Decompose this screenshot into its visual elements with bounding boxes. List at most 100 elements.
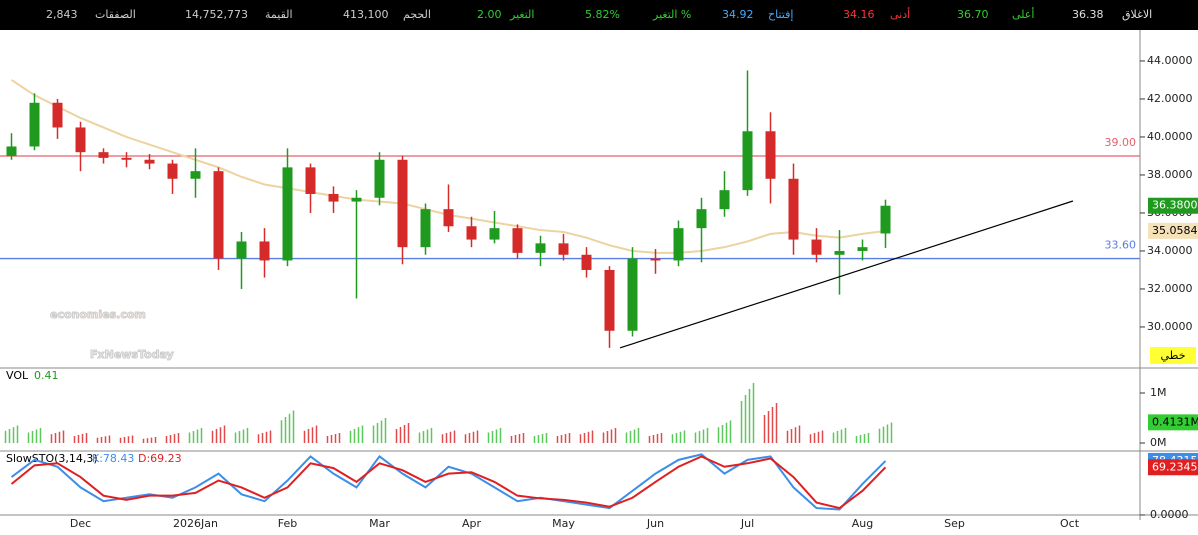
volume-bar (16, 425, 19, 443)
volume-bar (472, 431, 475, 443)
header-label: الصفقات (95, 8, 136, 21)
volume-bar (257, 434, 260, 443)
header-value: 36.70 (957, 8, 989, 21)
volume-bar (771, 407, 774, 443)
volume-bar (4, 430, 7, 443)
volume-bar (357, 427, 360, 443)
volume-bar (637, 428, 640, 443)
header-label: الحجم (403, 8, 431, 21)
y-tick-label: 0.0000 (1150, 508, 1189, 521)
volume-bar (717, 427, 720, 443)
plot-bg (0, 30, 1140, 520)
level-label: 33.60 (1105, 239, 1137, 252)
candle-body (857, 247, 868, 251)
volume-bar (150, 437, 153, 443)
header-value: 413,100 (343, 8, 389, 21)
volume-bar (522, 433, 525, 443)
volume-bar (146, 438, 149, 443)
volume-bar (315, 425, 318, 443)
candle-body (167, 163, 178, 179)
y-tick-label: 34.0000 (1147, 244, 1193, 257)
volume-bar (269, 430, 272, 443)
header-label: القيمة (265, 8, 293, 21)
candle-body (52, 102, 63, 128)
volume-bar (418, 432, 421, 443)
x-tick-label: Feb (278, 517, 297, 530)
volume-bar (100, 437, 103, 443)
volume-last-box (1148, 414, 1198, 431)
volume-bar (545, 433, 548, 443)
volume-bar (633, 429, 636, 443)
y-tick-label: 40.0000 (1147, 130, 1193, 143)
volume-bar (537, 435, 540, 443)
volume-bar (840, 429, 843, 443)
candle-body (765, 131, 776, 179)
candle-body (282, 167, 293, 261)
volume-bar (514, 435, 517, 443)
volume-bar (763, 415, 766, 443)
watermark: economies.com (50, 308, 146, 321)
volume-bar (721, 425, 724, 443)
volume-bar (752, 383, 755, 443)
candle-body (811, 239, 822, 255)
volume-bar (725, 422, 728, 443)
volume-bar (767, 411, 770, 443)
trend-line (619, 200, 1074, 349)
candle-body (627, 258, 638, 331)
volume-bar (491, 431, 494, 443)
y-tick-label: 42.0000 (1147, 92, 1193, 105)
x-tick-label: Jul (740, 517, 754, 530)
volume-bar (223, 425, 226, 443)
volume-bar (602, 432, 605, 443)
candle-body (581, 254, 592, 270)
candle-body (673, 228, 684, 261)
volume-bar (656, 434, 659, 443)
volume-bar (499, 428, 502, 443)
x-tick-label: Oct (1060, 517, 1080, 530)
volume-bar (376, 423, 379, 443)
header-value: 34.92 (722, 8, 754, 21)
candle-body (98, 152, 109, 158)
volume-bar (863, 434, 866, 443)
volume-bar (495, 429, 498, 443)
candle-body (489, 228, 500, 240)
volume-bar (12, 427, 15, 443)
volume-bar (510, 436, 513, 443)
volume-bar (844, 428, 847, 443)
candle-body (29, 102, 40, 147)
volume-bar (430, 428, 433, 443)
candle-body (190, 171, 201, 179)
header-value: 5.82% (585, 8, 620, 21)
volume-bar (104, 436, 107, 443)
volume-bar (541, 434, 544, 443)
volume-bar (445, 433, 448, 443)
header-label: الاغلاق (1122, 8, 1152, 21)
x-tick-label: Mar (369, 517, 390, 530)
candle-body (397, 159, 408, 248)
x-tick-label: Aug (852, 517, 873, 530)
volume-bar (706, 428, 709, 443)
volume-bar (886, 424, 889, 443)
candle-body (236, 241, 247, 259)
volume-bar (882, 426, 885, 443)
candle-body (213, 171, 224, 259)
candle-body (75, 127, 86, 153)
volume-bar (380, 420, 383, 443)
volume-bar (794, 427, 797, 443)
ma-last: 35.0584 (1152, 224, 1198, 237)
volume-bar (744, 395, 747, 443)
volume-bar (334, 434, 337, 443)
candle-body (604, 269, 615, 331)
volume-bar (85, 433, 88, 443)
volume-bar (177, 433, 180, 443)
volume-bar (817, 431, 820, 443)
panel-title: VOL (6, 369, 29, 382)
header-label: أدنى (890, 7, 910, 21)
candle-body (558, 243, 569, 255)
header-label: التغير % (652, 8, 691, 21)
candle-body (6, 146, 17, 156)
volume-bar (441, 434, 444, 443)
volume-bar (836, 431, 839, 443)
volume-bar (652, 435, 655, 443)
volume-bar (453, 430, 456, 443)
